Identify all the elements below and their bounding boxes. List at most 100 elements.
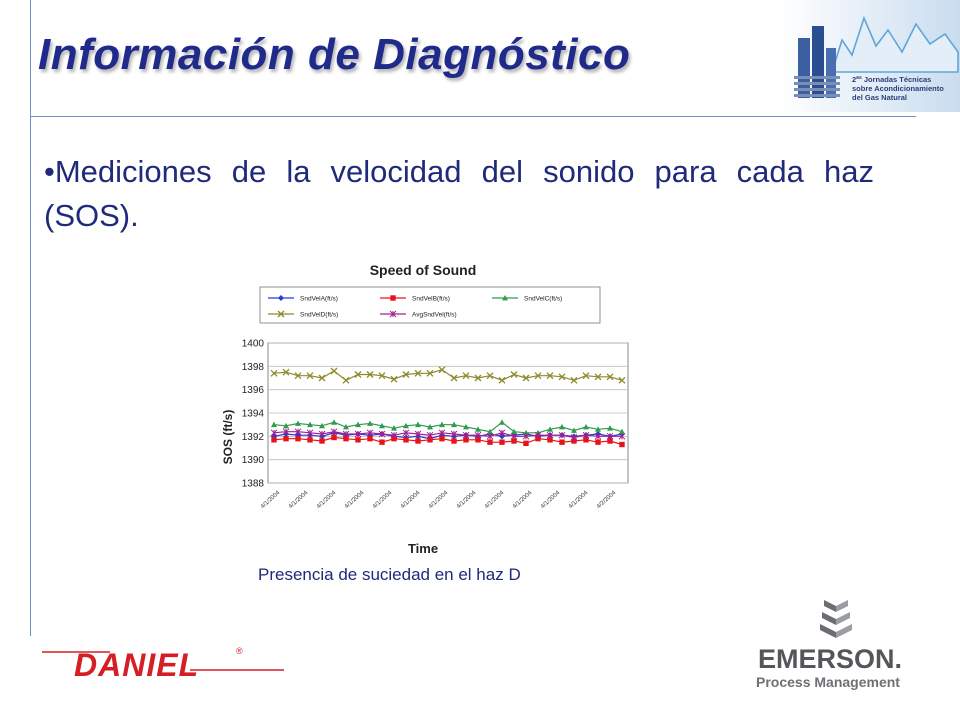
- data-point: [463, 437, 469, 443]
- data-point: [379, 439, 385, 445]
- data-point: [510, 371, 518, 378]
- chart-title: Speed of Sound: [370, 262, 477, 278]
- data-point: [403, 437, 409, 443]
- chart-caption: Presencia de suciedad en el haz D: [258, 565, 521, 584]
- series-sndvelbfts: [271, 434, 625, 448]
- data-point: [367, 435, 373, 442]
- mountain-shape: [830, 15, 959, 73]
- data-point: [343, 435, 349, 442]
- legend-item: SndVelA(ft/s): [268, 295, 338, 303]
- data-point: [571, 438, 577, 444]
- title-underline: [30, 116, 916, 117]
- data-point: [319, 438, 325, 444]
- data-point: [318, 374, 326, 382]
- chart-legend: SndVelA(ft/s) SndVelB(ft/s) SndVelC(ft/s) S…: [259, 286, 601, 324]
- building-shape: [812, 26, 824, 98]
- logo-line-1: 2as Jornadas Técnicas: [852, 75, 931, 84]
- stripe-shape: [794, 82, 840, 85]
- data-point: [415, 438, 421, 444]
- data-point: [522, 374, 530, 382]
- data-point: [306, 372, 314, 380]
- data-point: [546, 372, 554, 380]
- daniel-wordmark: DANIEL: [74, 647, 199, 683]
- x-tick-label: 4/1/2004: [372, 490, 394, 511]
- data-point: [511, 438, 517, 444]
- data-point: [307, 437, 313, 443]
- data-point: [535, 435, 541, 442]
- data-point: [294, 372, 302, 380]
- data-point: [307, 421, 313, 428]
- x-tick-label: 4/1/2004: [540, 490, 562, 511]
- stripe-shape: [794, 88, 840, 91]
- data-point: [486, 372, 494, 380]
- data-point: [415, 421, 421, 428]
- data-point: [463, 424, 469, 430]
- data-point: [271, 421, 277, 428]
- data-point: [607, 425, 613, 431]
- chart-grid: [267, 342, 629, 484]
- y-tick-label: 1398: [242, 362, 265, 373]
- data-point: [475, 426, 481, 432]
- data-point: [295, 420, 301, 426]
- data-point: [502, 295, 508, 301]
- series-sndveldfts: [270, 366, 626, 384]
- series-line: [273, 421, 623, 434]
- data-point: [438, 366, 446, 374]
- data-point: [450, 374, 458, 382]
- data-point: [282, 368, 290, 376]
- legend-label: SndVelC(ft/s): [524, 296, 562, 303]
- series-line: [273, 431, 622, 439]
- data-point: [475, 437, 481, 443]
- frame-vertical-rule: [30, 0, 31, 636]
- data-point: [439, 421, 445, 428]
- y-tick-label: 1400: [242, 339, 265, 350]
- data-point: [391, 435, 397, 442]
- x-tick-label: 4/1/2004: [344, 490, 366, 511]
- legend-label: SndVelD(ft/s): [300, 312, 338, 319]
- legend-item: AvgSndVel(ft/s): [380, 310, 457, 319]
- data-point: [283, 422, 289, 429]
- data-point: [498, 376, 506, 384]
- data-point: [618, 376, 626, 384]
- data-point: [367, 420, 373, 426]
- emerson-subtitle: Process Management: [756, 674, 900, 690]
- data-point: [619, 441, 625, 448]
- building-shape: [826, 48, 836, 98]
- data-point: [462, 372, 470, 380]
- x-tick-label: 4/1/2004: [316, 490, 338, 511]
- data-point: [427, 424, 433, 430]
- data-point: [295, 435, 301, 442]
- data-point: [403, 422, 409, 429]
- data-point: [379, 422, 385, 429]
- data-point: [487, 428, 493, 435]
- data-point: [499, 439, 505, 445]
- data-point: [270, 369, 278, 377]
- data-point: [487, 439, 493, 445]
- y-tick-label: 1394: [242, 409, 265, 420]
- x-tick-label: 4/1/2004: [484, 490, 506, 511]
- data-point: [414, 369, 422, 377]
- data-point: [355, 437, 361, 443]
- x-tick-label: 4/1/2004: [512, 490, 534, 511]
- y-tick-label: 1392: [242, 432, 265, 443]
- data-point: [607, 438, 613, 444]
- data-point: [366, 371, 374, 378]
- x-tick-label: 4/1/2004: [428, 490, 450, 511]
- series-avgsndvelfts: [270, 428, 626, 441]
- data-point: [595, 439, 601, 445]
- data-point: [547, 426, 553, 432]
- x-tick-label: 4/1/2004: [260, 490, 282, 511]
- logo-line-2: sobre Acondicionamiento: [852, 84, 944, 93]
- emerson-wordmark: EMERSON.: [758, 644, 902, 674]
- data-point: [558, 373, 566, 381]
- y-axis-ticks: 1388 1390 1392 1394 1396 1398 1400: [242, 339, 265, 490]
- data-point: [559, 439, 565, 445]
- legend-label: SndVelA(ft/s): [300, 296, 338, 303]
- y-tick-label: 1388: [242, 479, 265, 490]
- registered-mark: ®: [236, 646, 243, 656]
- legend-label: SndVelB(ft/s): [412, 296, 450, 303]
- data-point: [343, 424, 349, 430]
- data-point: [271, 437, 277, 443]
- data-point: [595, 426, 601, 432]
- emerson-symbol-icon: [820, 600, 852, 638]
